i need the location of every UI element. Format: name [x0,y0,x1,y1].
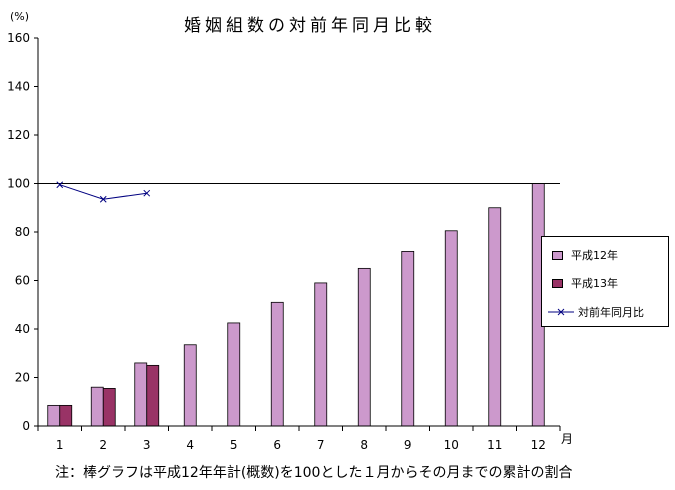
legend: 平成12年 平成13年 対前年同月比 [541,236,669,327]
y-tick-label-60: 60 [15,274,30,288]
bar-h12-month-8 [357,267,371,427]
chart-title: 婚姻組数の対前年同月比較 [184,16,436,36]
y-tick-label-120: 120 [7,128,30,142]
x-tick-label-11: 11 [487,438,502,452]
legend-label-h12: 平成12年 [571,249,618,262]
x-tick-label-8: 8 [360,438,368,452]
bar-h12-month-1 [47,404,61,427]
legend-item-h12: 平成12年 [552,247,618,263]
y-tick-label-100: 100 [7,177,30,191]
legend-item-h13: 平成13年 [552,275,618,291]
legend-item-ratio: 対前年同月比 [548,304,644,320]
legend-swatch-h12 [552,250,563,260]
x-axis-unit-label: 月 [561,432,573,446]
bar-h12-month-10 [444,230,458,427]
x-tick-label-4: 4 [186,438,194,452]
y-tick-label-40: 40 [15,322,30,336]
y-tick-label-20: 20 [15,371,30,385]
x-tick-label-5: 5 [230,438,238,452]
legend-swatch-h13 [552,278,563,288]
x-tick-label-1: 1 [56,438,64,452]
bar-h12-month-4 [183,344,197,427]
bar-h12-month-2 [90,386,104,427]
bar-h12-month-6 [270,301,284,427]
chart-footnote: 注：棒グラフは平成12年年計(概数)を100とした１月からその月までの累計の割合 [55,465,573,481]
x-tick-label-6: 6 [273,438,281,452]
bar-h13-month-1 [59,404,73,427]
x-tick-label-12: 12 [531,438,546,452]
ratio-marker-month-1 [56,181,64,189]
y-tick-label-0: 0 [22,419,30,433]
y-tick-label-140: 140 [7,80,30,94]
bar-h13-month-3 [146,364,160,427]
y-axis-unit-label: (%) [10,10,30,23]
x-tick-label-3: 3 [143,438,151,452]
bar-h12-month-7 [314,282,328,427]
x-tick-label-9: 9 [404,438,412,452]
ratio-marker-month-3 [143,189,151,197]
legend-line-key-ratio [548,308,574,316]
bar-h12-month-9 [401,250,415,427]
ratio-line [59,184,147,200]
y-tick-label-80: 80 [15,225,30,239]
legend-label-ratio: 対前年同月比 [578,306,644,319]
ratio-marker-month-2 [99,195,107,203]
bar-h12-month-11 [488,207,502,427]
bar-h13-month-2 [102,388,116,427]
x-tick-label-7: 7 [317,438,325,452]
x-tick-label-10: 10 [444,438,459,452]
bar-h12-month-3 [134,362,148,427]
legend-label-h13: 平成13年 [571,277,618,290]
x-tick-label-2: 2 [99,438,107,452]
y-tick-label-160: 160 [7,31,30,45]
bar-h12-month-5 [227,322,241,427]
